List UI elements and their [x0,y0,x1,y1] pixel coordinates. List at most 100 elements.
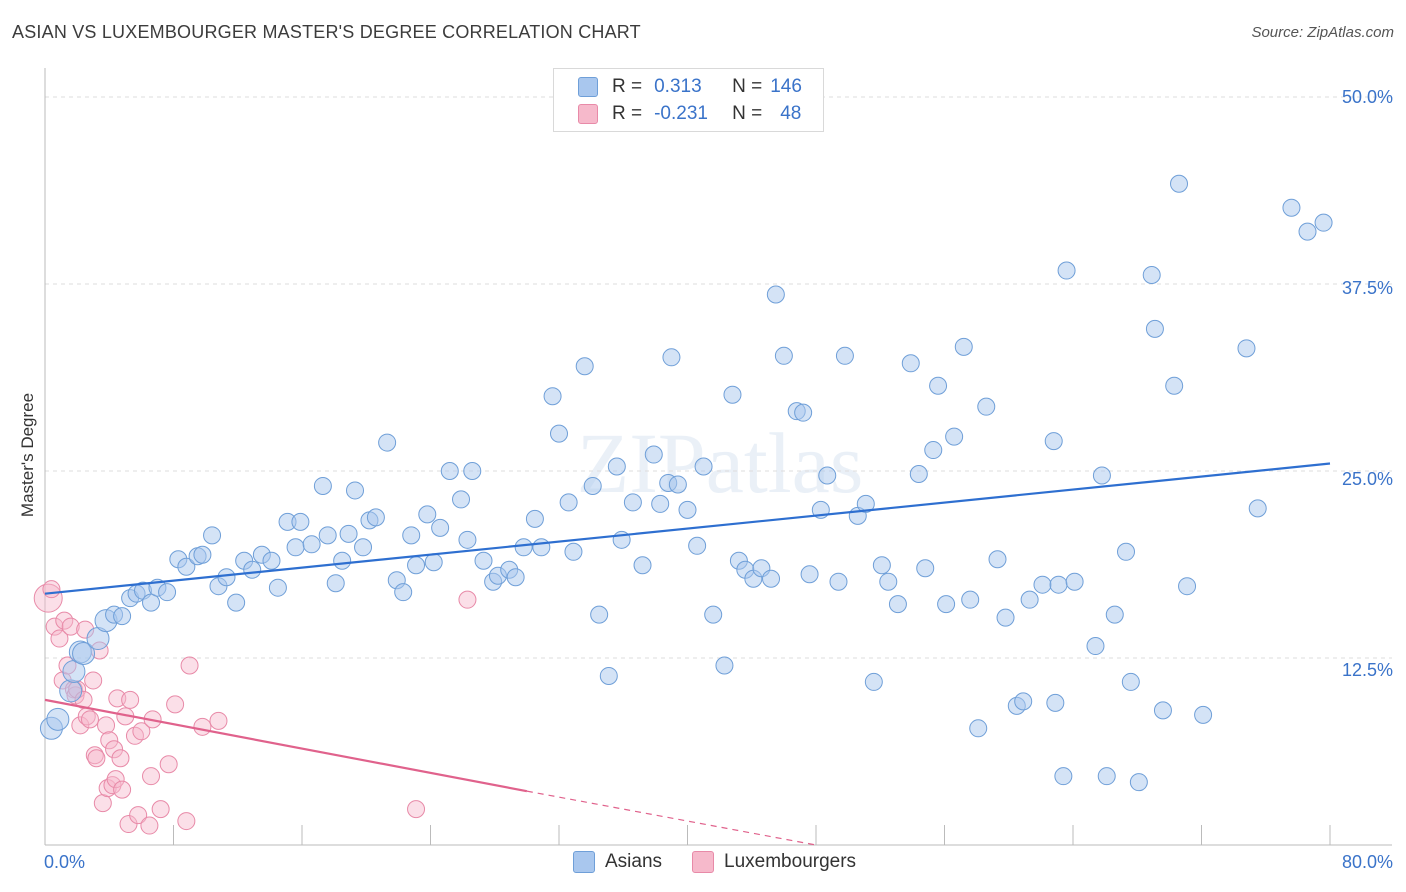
asian-point [1014,692,1033,711]
asian-point [864,672,883,691]
luxembourger-points [33,580,477,835]
asian-point [1165,376,1184,395]
asian-point [644,445,663,464]
asian-point [651,494,670,513]
asian-point [704,605,723,624]
x-tick-min: 0.0% [44,852,86,872]
legend-label-asians: Asians [605,851,663,872]
asian-point [177,557,196,576]
asian-point [575,357,594,376]
luxembourger-point [140,816,159,835]
asian-point [774,346,793,365]
asian-point [1054,767,1073,786]
asian-point [1145,319,1164,338]
luxembourger-point [71,716,90,735]
asian-point [835,346,854,365]
asian-point [463,462,482,480]
asian-point [818,466,837,485]
luxembourger-point [108,689,127,708]
asian-point [766,285,785,304]
asian-point [1020,590,1039,609]
asian-point [715,656,734,675]
asian-point [407,556,426,575]
asian-point [394,583,413,602]
luxembourger-point [100,731,119,750]
luxembourger-point [50,629,69,648]
asian-point [458,530,477,549]
luxembourger-point [142,767,161,786]
asian-point [333,551,352,570]
asian-point [668,475,687,494]
r-label: R = [612,76,643,97]
luxembourger-point [193,717,212,736]
x-tick-max: 80.0% [1341,852,1393,872]
luxembourger-point [125,726,144,745]
luxembourger-point [111,749,130,768]
asian-point [1153,701,1172,720]
n-value: 48 [780,103,802,124]
legend-item-asians[interactable]: Asians [573,851,662,873]
asian-point [1314,213,1333,232]
luxembourger-point [113,780,132,799]
asian-point [1129,773,1148,792]
legend-item-luxembourgers[interactable]: Luxembourgers [692,851,856,873]
asian-point [525,509,544,528]
asian-point [1065,572,1084,591]
asian-point [46,707,70,731]
asian-point [418,505,437,524]
asian-point [378,433,397,452]
asian-point [1049,575,1068,594]
asian-point [723,385,742,404]
asian-point [916,559,935,578]
asian-point [856,494,875,513]
asian-point [1142,266,1161,285]
asian-point [794,403,813,422]
luxembourger-trend-extension [526,790,817,846]
asian-points [39,174,1333,792]
y-tick-25: 25.0% [1341,469,1393,489]
luxembourger-point [45,617,64,636]
asian-point [217,568,236,587]
asian-point [142,593,161,612]
asian-point [888,595,907,614]
asian-point [559,493,578,512]
asian-point [633,556,652,575]
asian-point [1057,261,1076,280]
legend-row-luxembourgers: R = -0.231 N = 48 [578,102,801,126]
luxembourger-point [119,815,138,834]
luxembourger-point [209,711,228,730]
asian-point [945,427,964,446]
asian-point [1121,672,1140,691]
legend-label-luxembourgers: Luxembourgers [724,851,857,872]
n-label: N = [732,103,763,124]
luxembourger-point [80,710,99,729]
asian-point [286,538,305,557]
asian-point [291,512,310,531]
legend-row-asians: R = 0.313 N = 146 [578,75,802,99]
luxembourger-point [103,776,122,795]
asian-point [1086,637,1105,656]
asian-point [1298,222,1317,241]
asian-swatch-icon [573,851,595,873]
luxembourger-point [132,722,151,741]
asian-point [243,560,262,579]
asian-point [354,538,373,557]
luxembourger-point [129,806,148,825]
y-tick-50: 50.0% [1341,87,1393,107]
asian-point [969,719,988,738]
asian-point [514,538,533,557]
asian-point [158,583,177,602]
asian-point [599,666,618,685]
asian-point [366,508,385,527]
asian-point [440,462,459,480]
correlation-legend: R = 0.313 N = 146 R = -0.231 N = 48 [553,68,824,132]
luxembourger-point [105,740,124,759]
luxembourger-point [84,671,103,690]
asian-point [678,500,697,519]
y-tick-37-5: 37.5% [1341,278,1393,298]
trend-lines [44,462,1331,846]
asian-point [318,526,337,545]
asian-point [326,574,345,593]
asian-point [543,387,562,406]
